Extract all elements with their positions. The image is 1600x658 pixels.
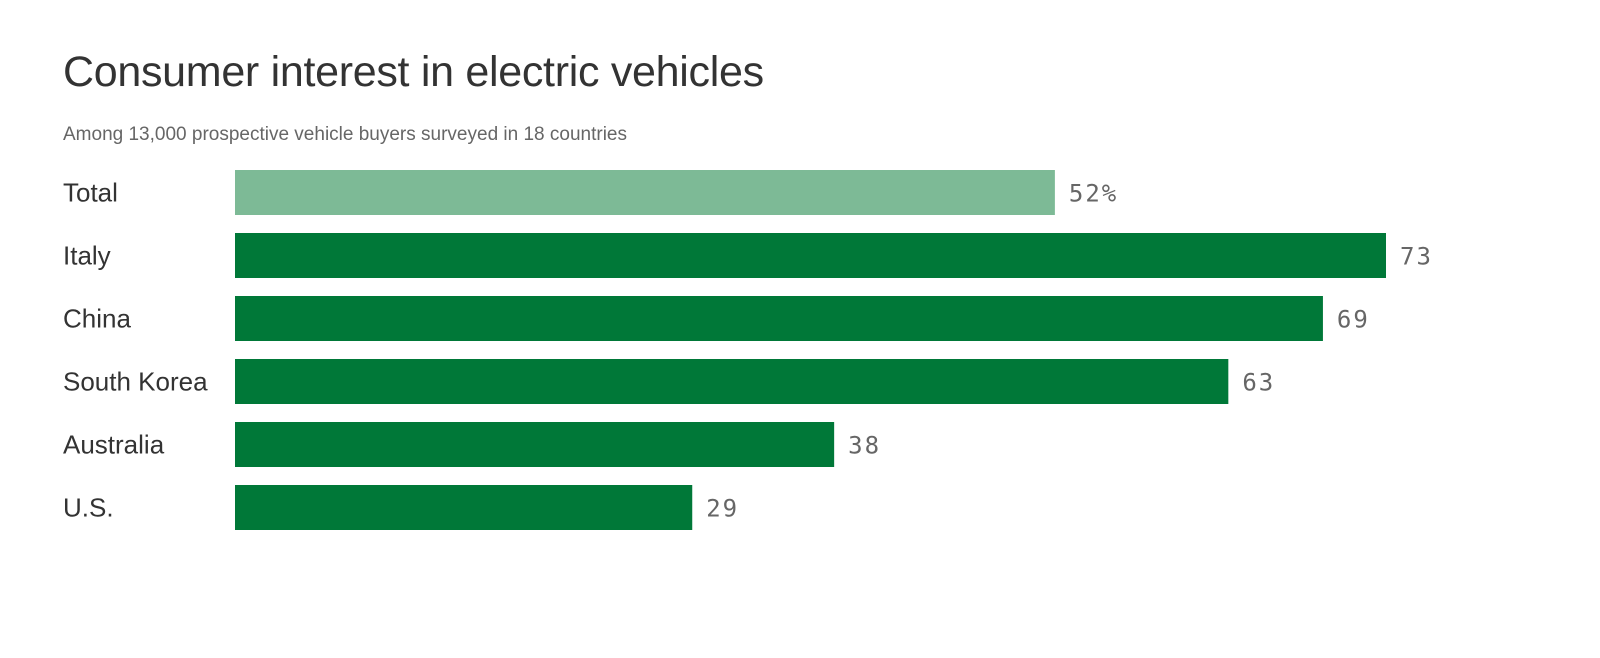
bar-row-south-korea: South Korea 63 [63,359,1275,404]
category-label: Total [63,178,118,208]
value-label: 52% [1069,180,1118,208]
chart-subtitle: Among 13,000 prospective vehicle buyers … [63,124,627,145]
bar-row-u-s: U.S. 29 [63,485,739,530]
bar [235,296,1323,341]
category-label: China [63,304,131,334]
category-label: U.S. [63,493,114,523]
value-label: 29 [706,495,739,523]
bar [235,170,1055,215]
chart-title: Consumer interest in electric vehicles [63,48,764,96]
category-label: Australia [63,430,165,460]
bar [235,359,1229,404]
bar [235,422,835,467]
value-label: 69 [1337,306,1370,334]
value-label: 63 [1242,369,1275,397]
bar-row-italy: Italy 73 [63,233,1433,278]
category-label: Italy [63,241,111,271]
value-label: 73 [1400,243,1433,271]
bar-row-china: China 69 [63,296,1370,341]
bar [235,233,1386,278]
value-label: 38 [848,432,881,460]
category-label: South Korea [63,367,208,397]
bar-row-australia: Australia 38 [63,422,881,467]
bar-row-total: Total 52% [63,170,1118,215]
bar [235,485,693,530]
